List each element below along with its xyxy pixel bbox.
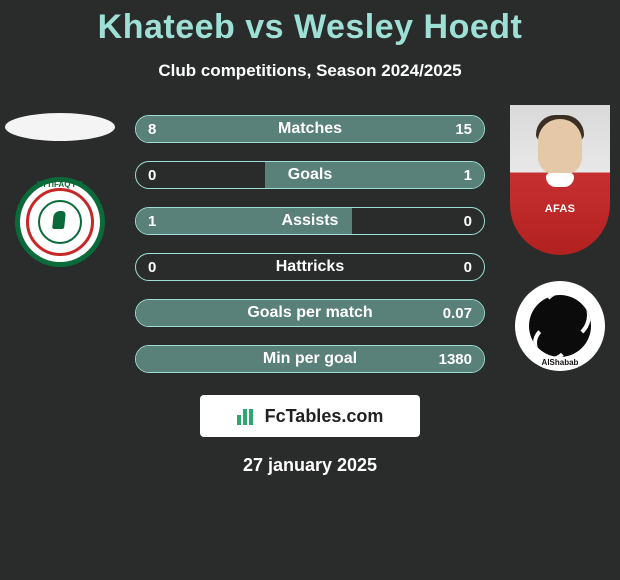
jersey-sponsor-text: AFAS [510, 203, 610, 215]
left-club-badge: ETTIFAQ FC [15, 177, 105, 267]
stat-row: 0 Goals 1 [135, 161, 485, 189]
left-player-photo-placeholder [5, 113, 115, 141]
stat-right-value: 0 [464, 259, 472, 276]
comparison-subtitle: Club competitions, Season 2024/2025 [0, 61, 620, 81]
chart-bars-icon [237, 407, 259, 425]
footer-date: 27 january 2025 [0, 455, 620, 476]
stat-row: 8 Matches 15 [135, 115, 485, 143]
stat-label: Min per goal [263, 350, 357, 368]
stat-right-value: 1 [464, 167, 472, 184]
site-name: FcTables.com [265, 406, 384, 427]
left-player-column: ETTIFAQ FC [0, 111, 120, 267]
site-logo[interactable]: FcTables.com [200, 395, 420, 437]
stat-left-value: 0 [148, 259, 156, 276]
comparison-title: Khateeb vs Wesley Hoedt [0, 0, 620, 47]
stat-row: Goals per match 0.07 [135, 299, 485, 327]
stat-right-value: 1380 [439, 351, 472, 368]
stat-label: Hattricks [276, 258, 344, 276]
right-player-column: AFAS AlShabab [500, 111, 620, 371]
stat-right-value: 0 [464, 213, 472, 230]
left-club-badge-inner [38, 200, 82, 244]
swirl-icon [529, 295, 591, 357]
stat-label: Assists [282, 212, 339, 230]
stat-left-value: 8 [148, 121, 156, 138]
right-club-badge-label: AlShabab [515, 358, 605, 367]
horse-icon [49, 209, 71, 235]
stat-label: Goals per match [247, 304, 372, 322]
stat-row: 0 Hattricks 0 [135, 253, 485, 281]
stat-right-value: 15 [455, 121, 472, 138]
right-club-badge: AlShabab [515, 281, 605, 371]
stat-right-value: 0.07 [443, 305, 472, 322]
right-player-photo: AFAS [510, 105, 610, 255]
photo-collar [546, 173, 574, 187]
content-area: ETTIFAQ FC AFAS AlShabab 8 Matches 15 0 Goal… [0, 111, 620, 373]
left-club-badge-label: ETTIFAQ FC [20, 180, 100, 189]
stat-row: Min per goal 1380 [135, 345, 485, 373]
photo-head [538, 119, 582, 175]
stat-label: Matches [278, 120, 342, 138]
stats-list: 8 Matches 15 0 Goals 1 1 Assists 0 0 Hattricks 0 Goa… [135, 111, 485, 373]
stat-row: 1 Assists 0 [135, 207, 485, 235]
stat-left-value: 1 [148, 213, 156, 230]
stat-label: Goals [288, 166, 332, 184]
stat-left-value: 0 [148, 167, 156, 184]
